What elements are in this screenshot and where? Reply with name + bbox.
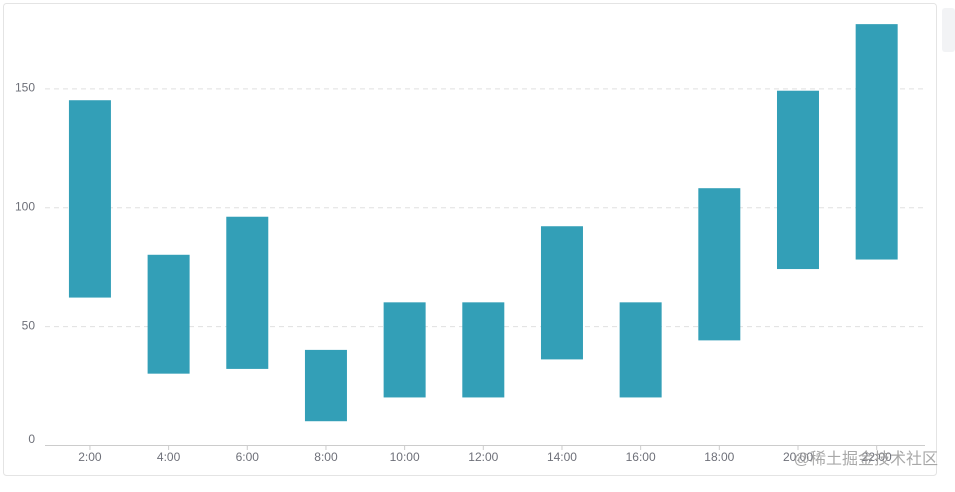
x-tick-label: 2:00 xyxy=(78,450,102,464)
x-tick-label: 22:00 xyxy=(862,450,892,464)
y-tick-label: 50 xyxy=(22,318,36,332)
watermark: @稀土掘金技术社区 xyxy=(794,450,938,468)
range-bar xyxy=(776,90,819,270)
x-tick-label: 10:00 xyxy=(390,450,420,464)
x-tick-label: 20:00 xyxy=(783,450,813,464)
x-tick-label: 6:00 xyxy=(236,450,260,464)
range-bar xyxy=(855,24,898,260)
range-bar xyxy=(147,254,190,374)
range-bar xyxy=(619,302,662,398)
range-bar xyxy=(226,216,269,369)
y-tick-label: 100 xyxy=(15,199,35,213)
x-tick-label: 8:00 xyxy=(314,450,338,464)
range-bar xyxy=(698,188,741,341)
range-bar xyxy=(68,100,111,298)
x-tick-label: 16:00 xyxy=(626,450,656,464)
y-tick-label: 0 xyxy=(28,432,35,446)
y-tick-label: 150 xyxy=(15,81,35,95)
range-bar xyxy=(304,349,347,422)
x-tick-label: 12:00 xyxy=(468,450,498,464)
x-tick-label: 18:00 xyxy=(704,450,734,464)
range-bar xyxy=(540,226,583,360)
x-tick-label: 4:00 xyxy=(157,450,181,464)
side-panel xyxy=(942,8,955,52)
range-bar xyxy=(383,302,426,398)
range-bar xyxy=(462,302,505,398)
x-tick-label: 14:00 xyxy=(547,450,577,464)
